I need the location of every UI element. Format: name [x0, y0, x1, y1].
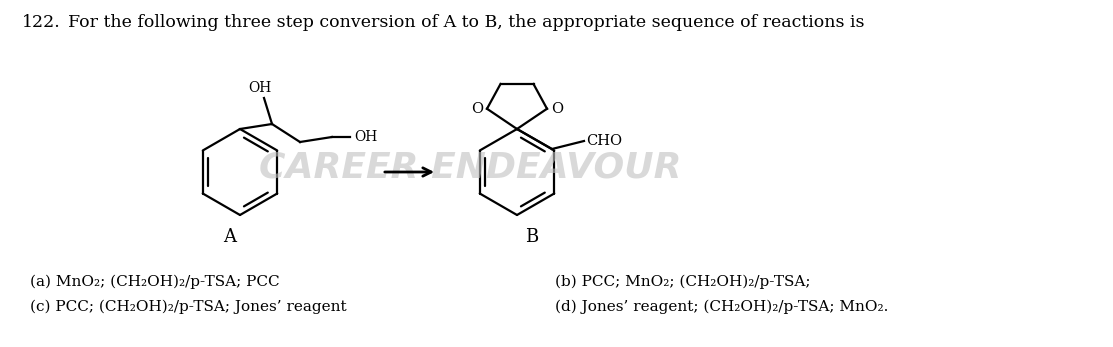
Text: O: O — [551, 102, 563, 116]
Text: (c) PCC; (CH₂OH)₂/p-TSA; Jones’ reagent: (c) PCC; (CH₂OH)₂/p-TSA; Jones’ reagent — [30, 300, 346, 314]
Text: CHO: CHO — [587, 134, 622, 148]
Text: CAREER ENDEAVOUR: CAREER ENDEAVOUR — [258, 150, 681, 184]
Text: OH: OH — [248, 81, 272, 95]
Text: For the following three step conversion of A to B, the appropriate sequence of r: For the following three step conversion … — [68, 14, 865, 31]
Text: (d) Jones’ reagent; (CH₂OH)₂/p-TSA; MnO₂.: (d) Jones’ reagent; (CH₂OH)₂/p-TSA; MnO₂… — [555, 300, 888, 314]
Text: O: O — [471, 102, 483, 116]
Text: 122.: 122. — [22, 14, 61, 31]
Text: B: B — [525, 228, 539, 246]
Text: (a) MnO₂; (CH₂OH)₂/p-TSA; PCC: (a) MnO₂; (CH₂OH)₂/p-TSA; PCC — [30, 275, 279, 289]
Text: A: A — [224, 228, 236, 246]
Text: OH: OH — [354, 130, 377, 144]
Text: (b) PCC; MnO₂; (CH₂OH)₂/p-TSA;: (b) PCC; MnO₂; (CH₂OH)₂/p-TSA; — [555, 275, 810, 289]
